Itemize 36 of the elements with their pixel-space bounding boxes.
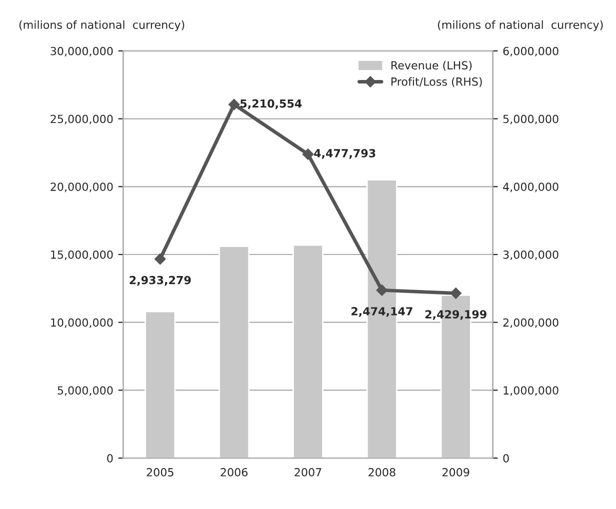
x-tick-label: 2007 <box>294 468 322 476</box>
y2-tick-label: 1,000,000 <box>504 386 558 396</box>
x-tick-label: 2005 <box>146 468 174 476</box>
legend-label: Revenue (LHS) <box>391 60 472 71</box>
y2-tick-label: 5,000,000 <box>503 114 558 124</box>
data-label: 4,477,793 <box>314 149 376 159</box>
y2-axis-title: (milions of national currency) <box>438 20 603 32</box>
y2-tick-label: 6,000,000 <box>503 46 558 56</box>
y-tick-label: 10,000,000 <box>51 318 113 328</box>
x-tick-label: 2009 <box>442 468 470 476</box>
x-tick-label: 2008 <box>368 468 396 476</box>
y-tick-label: 25,000,000 <box>50 114 113 124</box>
y-tick-label: 5,000,000 <box>58 386 113 396</box>
bar <box>292 244 324 458</box>
bar <box>144 310 176 458</box>
y-tick-label: 0 <box>107 454 113 462</box>
y2-tick-label: 4,000,000 <box>503 182 558 192</box>
point <box>228 98 240 110</box>
y-tick-label: 15,000,000 <box>51 250 113 260</box>
y-axis-title: (milions of national currency) <box>19 20 184 32</box>
y2-tick-label: 2,000,000 <box>503 318 558 328</box>
y-tick-label: 30,000,000 <box>50 46 113 56</box>
data-label: 2,474,147 <box>352 307 412 317</box>
y-tick-label: 20,000,000 <box>50 182 113 192</box>
legend-label: Profit/Loss (RHS) <box>391 77 482 88</box>
y2-tick-label: 0 <box>503 454 509 462</box>
data-label: 5,210,554 <box>240 99 302 110</box>
point <box>302 148 314 160</box>
y2-tick-label: 3,000,000 <box>503 250 558 260</box>
data-label: 2,933,279 <box>130 276 191 286</box>
x-tick-label: 2006 <box>220 468 248 476</box>
point <box>154 253 166 265</box>
point <box>376 284 388 296</box>
data-label: 2,429,199 <box>425 310 486 320</box>
point <box>450 288 462 299</box>
bar <box>218 246 250 458</box>
